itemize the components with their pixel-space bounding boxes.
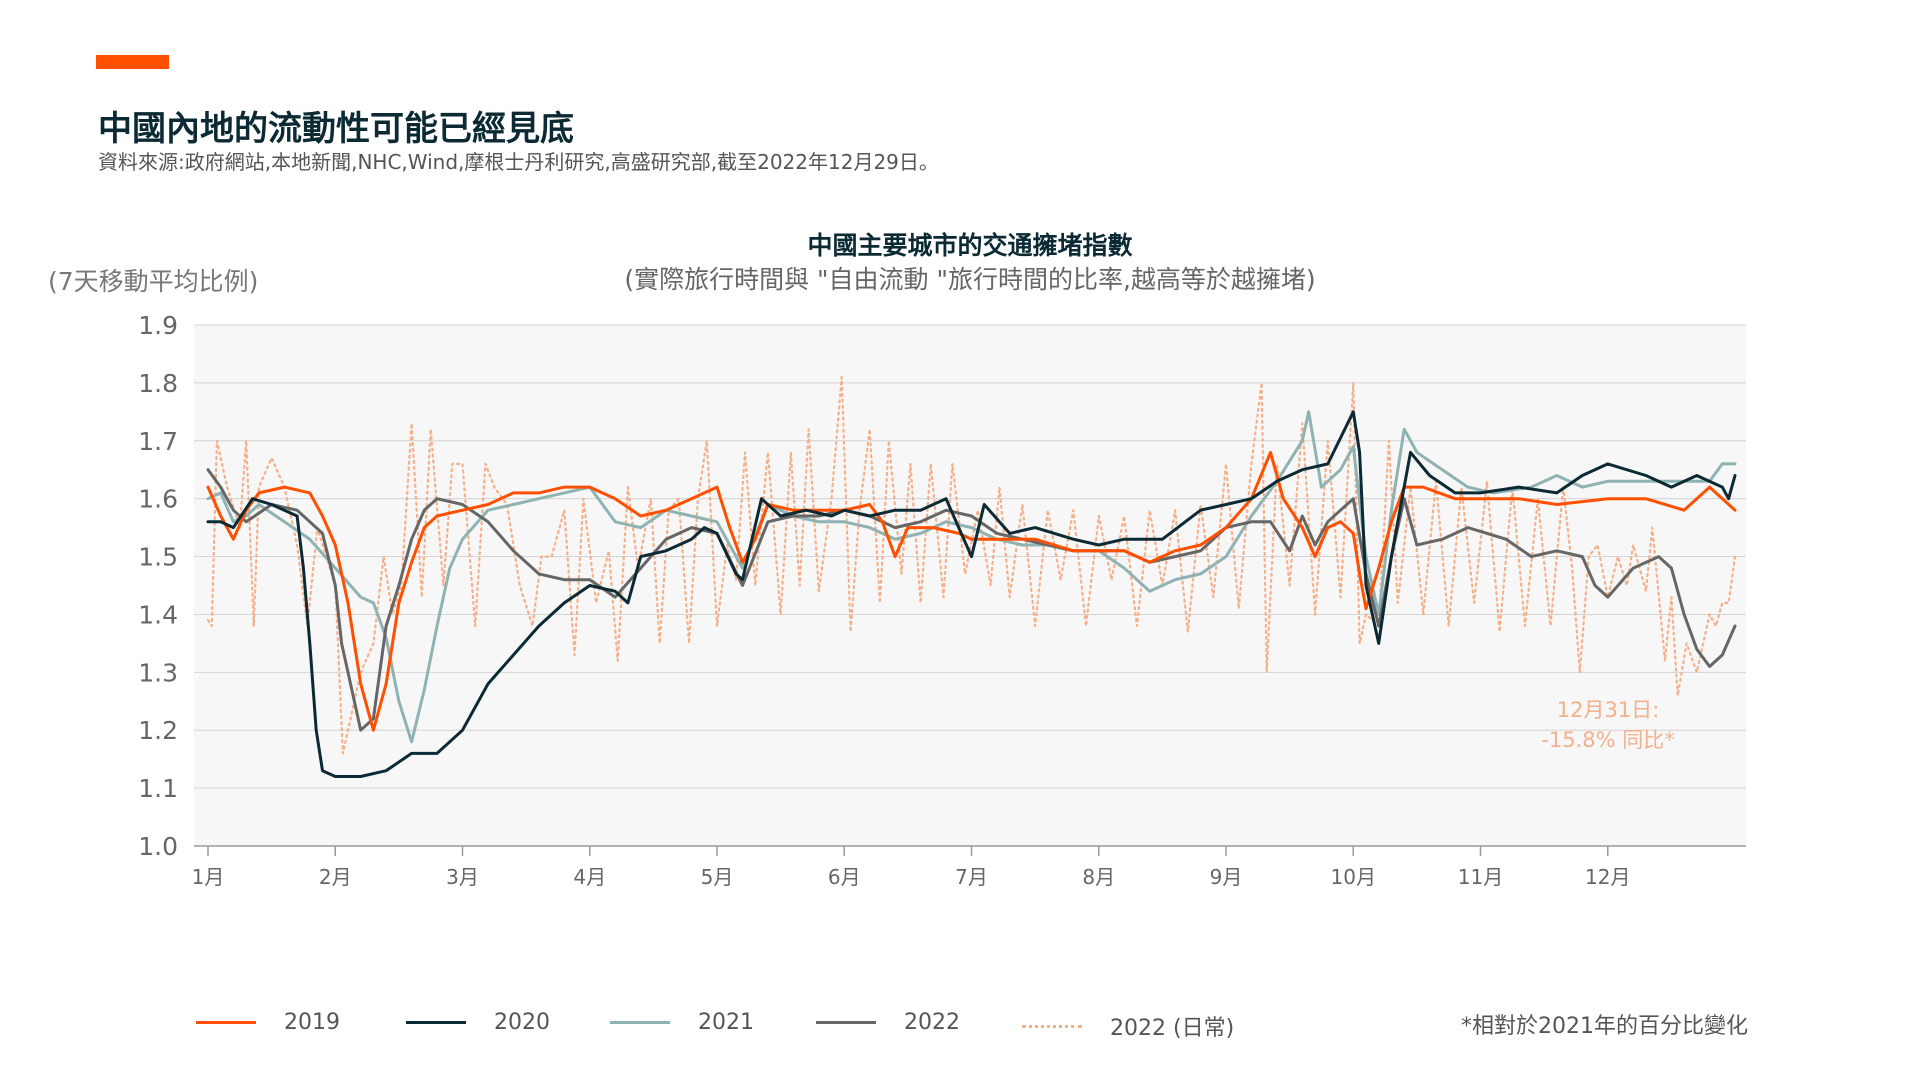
legend-item: 2020	[406, 1010, 550, 1035]
series-lines	[206, 376, 1737, 778]
y-tick-label: 1.8	[138, 369, 178, 398]
legend-label: 2019	[284, 1010, 340, 1035]
x-tick-label: 2月	[319, 865, 352, 889]
series-line-4	[206, 376, 1737, 755]
gridlines	[194, 324, 1746, 847]
accent-bar	[96, 55, 169, 69]
legend-swatch	[406, 1021, 466, 1024]
legend-label: 2020	[494, 1010, 550, 1035]
footnote: *相對於2021年的百分比變化	[1461, 1014, 1748, 1039]
chart-subtitle: (實際旅行時間與 "自由流動 "旅行時間的比率,越高等於越擁堵)	[624, 265, 1316, 294]
source-note: 資料來源:政府網站,本地新聞,NHC,Wind,摩根士丹利研究,高盛研究部,截至…	[98, 150, 939, 174]
y-tick-label: 1.5	[138, 543, 178, 572]
plot-background	[194, 325, 1746, 846]
x-tick-label: 8月	[1082, 865, 1115, 889]
legend-item: 2022	[816, 1010, 960, 1035]
series-line-3	[206, 468, 1737, 732]
y-tick-label: 1.1	[138, 774, 178, 803]
legend-label: 2022 (日常)	[1110, 1016, 1235, 1041]
page-title: 中國內地的流動性可能已經見底	[98, 109, 574, 149]
legend-label: 2022	[904, 1010, 960, 1035]
y-axis-unit-label: (7天移動平均比例)	[48, 267, 259, 296]
legend-item: 2022 (日常)	[1022, 1010, 1234, 1042]
legend-item: 2019	[196, 1010, 340, 1035]
legend-label: 2021	[698, 1010, 754, 1035]
series-line-2	[206, 410, 1737, 744]
legend-swatch	[816, 1021, 876, 1024]
legend-swatch	[1022, 1024, 1082, 1028]
x-tick-label: 10月	[1331, 865, 1376, 889]
x-tick-label: 7月	[955, 865, 988, 889]
x-tick-label: 4月	[573, 865, 606, 889]
series-line-0	[206, 450, 1737, 732]
x-axis-ticks: 1月 2月 3月 4月 5月 6月 7月 8月 9月 10月 11月 12月	[192, 846, 1630, 889]
y-tick-label: 1.3	[138, 658, 178, 687]
y-tick-label: 1.7	[138, 427, 178, 456]
y-axis-ticks: 1.0 1.1 1.2 1.3 1.4 1.5 1.6 1.7 1.8 1.9	[138, 311, 178, 861]
x-tick-label: 1月	[192, 865, 225, 889]
chart-title: 中國主要城市的交通擁堵指數	[807, 231, 1133, 260]
y-tick-label: 1.2	[138, 716, 178, 745]
x-tick-label: 12月	[1585, 865, 1630, 889]
series-line-1	[206, 410, 1737, 778]
y-tick-label: 1.0	[138, 832, 178, 861]
legend-swatch	[196, 1021, 256, 1024]
x-tick-label: 11月	[1458, 865, 1503, 889]
legend-swatch	[610, 1021, 670, 1024]
annotation-yoy: 12月31日: -15.8% 同比*	[1541, 698, 1674, 752]
x-tick-label: 5月	[701, 865, 734, 889]
y-tick-label: 1.6	[138, 485, 178, 514]
x-tick-label: 3月	[446, 865, 479, 889]
y-tick-label: 1.9	[138, 311, 178, 340]
annotation-line: 12月31日:	[1557, 698, 1660, 722]
x-tick-label: 6月	[828, 865, 861, 889]
y-tick-label: 1.4	[138, 600, 178, 629]
x-tick-label: 9月	[1210, 865, 1243, 889]
legend-item: 2021	[610, 1010, 754, 1035]
annotation-line: -15.8% 同比*	[1541, 728, 1674, 752]
